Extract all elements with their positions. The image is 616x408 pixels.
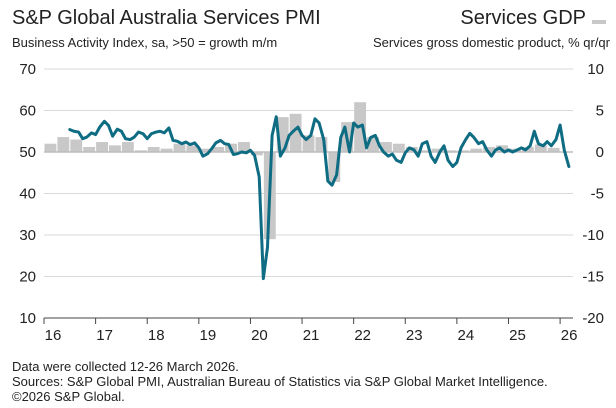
right-series-title: Services GDP <box>460 7 586 29</box>
x-tick-label: 18 <box>148 327 165 344</box>
left-axis-label: 70 <box>19 61 36 78</box>
footer-collection-note: Data were collected 12-26 March 2026. <box>12 359 239 374</box>
right-axis-label: 10 <box>587 61 604 78</box>
x-tick-label: 16 <box>45 327 62 344</box>
gdp-bar <box>302 135 315 152</box>
gdp-bar <box>109 145 121 152</box>
right-axis-label: -20 <box>582 310 604 327</box>
left-axis-label: 10 <box>19 310 36 327</box>
pmi-line <box>68 115 571 281</box>
gdp-bar <box>534 144 547 152</box>
gdp-bar <box>147 147 160 152</box>
right-series-legend: Services GDP <box>460 7 606 30</box>
gdp-bar <box>121 142 134 152</box>
right-axis-label: -15 <box>582 269 604 286</box>
x-axis-ticks: 16 17 18 19 20 21 22 23 24 25 26 <box>43 318 578 344</box>
right-axis-ticks: -20 -15 -10 -5 0 5 10 <box>582 61 604 327</box>
gdp-bar <box>83 147 96 152</box>
x-tick-label: 25 <box>509 327 526 344</box>
x-tick-label: 20 <box>251 327 268 344</box>
right-axis-label: 5 <box>596 103 604 120</box>
x-tick-label: 23 <box>406 327 423 344</box>
x-tick-label: 24 <box>458 327 475 344</box>
x-tick-label: 21 <box>303 327 320 344</box>
x-tick-label: 26 <box>561 327 578 344</box>
right-axis-label: -5 <box>591 186 604 203</box>
left-axis-ticks: 10 20 30 40 50 60 70 <box>19 61 36 327</box>
gdp-bar <box>379 142 392 152</box>
x-tick-label: 19 <box>199 327 216 344</box>
gdp-bar <box>57 137 70 152</box>
right-series-subtitle: Services gross domestic product, % qr/qr <box>373 35 610 50</box>
gdp-bar <box>238 142 250 152</box>
right-axis-label: -10 <box>582 227 604 244</box>
gdp-bar <box>96 142 108 152</box>
gdp-bar <box>276 117 289 152</box>
gdp-bar <box>547 147 560 152</box>
gdp-bar <box>431 148 444 152</box>
gridlines <box>44 68 573 277</box>
gdp-bar <box>44 143 57 152</box>
gdp-bar <box>199 148 212 152</box>
x-tick-label: 22 <box>354 327 371 344</box>
bar-legend-swatch <box>592 19 606 24</box>
gdp-bar <box>160 148 173 152</box>
left-axis-label: 40 <box>19 186 36 203</box>
gdp-bar <box>186 145 199 152</box>
left-axis-label: 60 <box>19 103 36 120</box>
chart-title: S&P Global Australia Services PMI <box>12 7 321 29</box>
left-axis-label: 20 <box>19 269 36 286</box>
chart-subtitle: Business Activity Index, sa, >50 = growt… <box>12 35 278 50</box>
gdp-bar <box>457 150 470 152</box>
gdp-bar <box>328 152 341 182</box>
footer-copyright: ©2026 S&P Global. <box>12 389 125 404</box>
gdp-bar <box>289 113 302 152</box>
gdp-bar <box>367 137 379 152</box>
left-axis-label: 30 <box>19 227 36 244</box>
footer-sources: Sources: S&P Global PMI, Australian Bure… <box>12 374 548 389</box>
gdp-bar <box>250 152 263 156</box>
gdp-bar <box>315 137 328 152</box>
gdp-bar <box>134 150 147 152</box>
gdp-bar <box>483 147 496 152</box>
right-axis-label: 0 <box>596 144 604 161</box>
gdp-bar <box>70 139 83 152</box>
gdp-bar <box>392 143 405 152</box>
gdp-bar <box>418 150 431 152</box>
gdp-bar <box>173 143 186 152</box>
left-axis-label: 50 <box>19 144 36 161</box>
gdp-bar <box>212 147 225 152</box>
gdp-bar <box>444 150 457 152</box>
x-tick-label: 17 <box>96 327 113 344</box>
footer: Data were collected 12-26 March 2026. So… <box>12 359 548 404</box>
services-gdp-bars <box>44 102 560 240</box>
gdp-bar <box>470 148 483 152</box>
